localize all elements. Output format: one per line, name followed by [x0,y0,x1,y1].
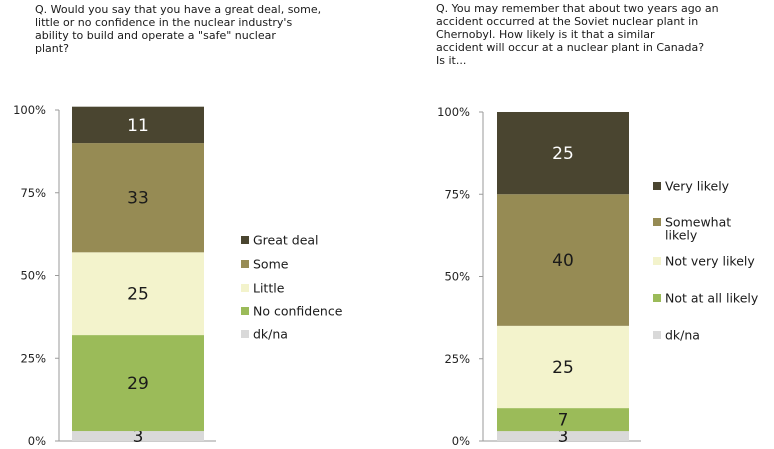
chart1-data-label-2: 25 [127,285,149,305]
chart2-legend-swatch-4 [653,331,661,339]
chart1-data-label-1: 29 [127,374,149,394]
chart1-legend-label-4: dk/na [253,327,288,342]
chart2-legend-swatch-3 [653,294,661,302]
chart2-legend-label-3: Not at all likely [665,291,759,306]
chart1-bar-segment-1 [72,335,204,432]
chart2-data-label-3: 40 [552,251,574,271]
chart2-legend-swatch-1 [653,218,661,226]
chart1-y-tick-label: 0% [28,434,46,448]
chart1-legend-label-3: No confidence [253,304,343,319]
chart2-bar-segment-3 [497,194,629,326]
chart2-bar-segment-2 [497,325,629,409]
chart1-y-tick-label: 75% [20,186,46,200]
chart2-y-tick-label: 0% [452,434,470,448]
chart1-y-tick-label: 25% [20,351,46,365]
chart1-legend-swatch-2 [241,284,249,292]
chart2-data-label-0: 3 [558,427,569,447]
chart2-bar-segment-4 [497,112,629,195]
question-1-text: Q. Would you say that you have a great d… [35,3,322,55]
chart1-bar-segment-4 [72,106,204,144]
chart2-legend-label-1: Somewhat likely [665,215,731,243]
chart1-legend-label-0: Great deal [253,233,319,248]
chart2-legend-label-0: Very likely [665,179,730,194]
chart1-legend-swatch-3 [241,307,249,315]
chart2-y-tick-label: 75% [444,187,470,201]
chart2-legend-label-2: Not very likely [665,254,755,269]
question-2-text: Q. You may remember that about two years… [436,2,719,67]
chart2-bar-segment-1 [497,408,629,432]
chart1-legend-label-2: Little [253,281,285,296]
chart1-legend-swatch-4 [241,330,249,338]
chart1-y-tick-label: 50% [20,269,46,283]
chart1-legend-swatch-1 [241,260,249,268]
chart2-y-tick-label: 100% [437,105,470,119]
chart2-data-label-2: 25 [552,358,574,378]
chart1-legend-swatch-0 [241,236,249,244]
chart2-y-tick-label: 25% [444,352,470,366]
chart1-data-label-3: 33 [127,189,149,209]
chart1-data-label-0: 3 [133,427,144,447]
chart2-legend-swatch-2 [653,257,661,265]
chart1-bar-segment-2 [72,252,204,336]
chart2-y-tick-label: 50% [444,270,470,284]
chart1-y-tick-label: 100% [13,103,46,117]
chart2-data-label-1: 7 [558,411,569,431]
chart1-bar-segment-3 [72,143,204,253]
chart1-data-label-4: 11 [127,116,149,136]
chart2-data-label-4: 25 [552,144,574,164]
chart1-legend-label-1: Some [253,257,289,272]
chart2-bar-segment-0 [497,431,629,441]
chart2-legend-label-4: dk/na [665,328,700,343]
chart2-legend-swatch-0 [653,182,661,190]
chart1-bar-segment-0 [72,431,204,441]
